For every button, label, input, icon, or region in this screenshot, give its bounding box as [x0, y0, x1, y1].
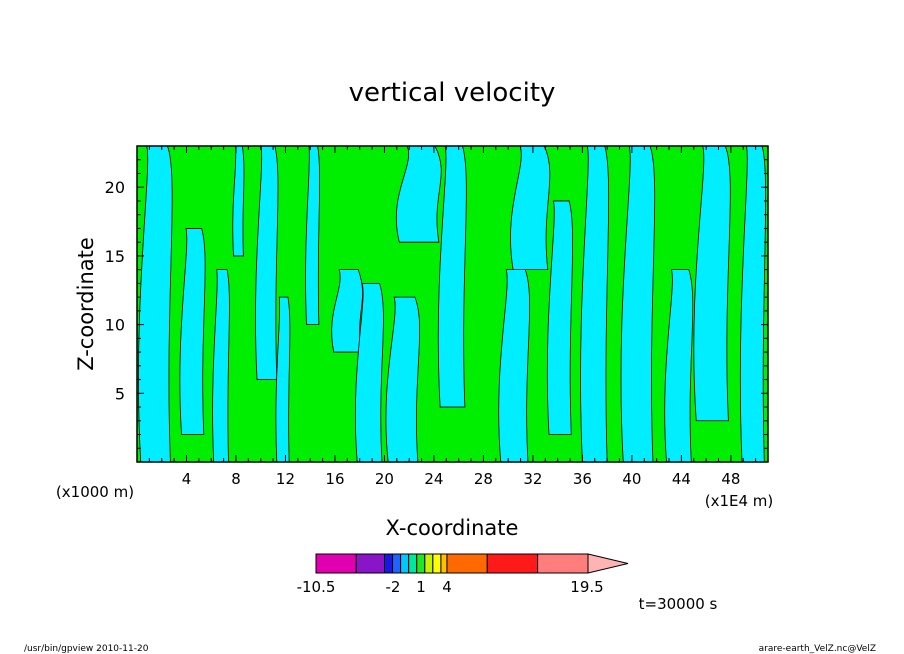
y-tick-label: 5	[115, 384, 125, 403]
colorbar-segment	[432, 553, 442, 574]
downdraft-region	[179, 228, 206, 435]
downdraft-region	[385, 296, 421, 462]
y-axis-label: Z-coordinate	[74, 237, 98, 371]
colorbar-arrow	[587, 553, 629, 574]
colorbar-tick-label: 1	[416, 578, 426, 596]
x-tick-label: 36	[573, 470, 592, 488]
colorbar-segment	[537, 553, 589, 574]
colorbar-segment	[392, 553, 402, 574]
x-axis: 4 8 12 16 20 24 28 32 36 40 44 48	[148, 146, 757, 488]
downdraft-region	[395, 146, 442, 243]
colorbar: -10.5 -2 1 4 19.5	[297, 553, 629, 596]
x-tick-label: 44	[672, 470, 691, 488]
x-tick-label: 48	[721, 470, 740, 488]
downdraft-region	[275, 296, 291, 462]
colorbar-segment	[416, 553, 426, 574]
y-unit-label: (x1000 m)	[56, 483, 134, 501]
x-tick-label: 40	[622, 470, 641, 488]
x-tick-label: 4	[182, 470, 192, 488]
colorbar-tick-label: 4	[442, 578, 452, 596]
x-axis-label: X-coordinate	[386, 516, 519, 540]
downdraft-region	[355, 282, 384, 462]
colorbar-tick-label: -2	[386, 578, 401, 596]
plot-frame	[136, 145, 769, 463]
downdraft-region	[437, 146, 467, 408]
colorbar-segment	[400, 553, 410, 574]
y-tick-label: 15	[105, 247, 125, 266]
x-tick-label: 16	[325, 470, 344, 488]
downdraft-region	[510, 146, 551, 271]
y-tick-label: 10	[105, 316, 125, 335]
x-tick-label: 20	[375, 470, 394, 488]
downdraft-region	[331, 269, 363, 353]
colorbar-segment	[486, 553, 539, 574]
colorbar-segment	[315, 553, 357, 574]
y-axis: 5 10 15 20	[105, 159, 768, 449]
colorbar-tick-label: 19.5	[570, 578, 603, 596]
footer-left: /usr/bin/gpview 2010-11-20	[24, 644, 149, 654]
downdraft-region	[232, 146, 245, 257]
downdraft-region	[546, 200, 574, 435]
footer-right: arare-earth_VelZ.nc@VelZ	[759, 644, 876, 654]
chart-title: vertical velocity	[349, 78, 556, 108]
downdraft-region	[305, 146, 321, 326]
colorbar-segment	[408, 553, 418, 574]
x-tick-label: 32	[523, 470, 542, 488]
x-tick-label: 8	[231, 470, 241, 488]
downdraft-region	[212, 269, 230, 462]
x-unit-label: (x1E4 m)	[705, 492, 774, 510]
time-label: t=30000 s	[639, 595, 718, 613]
downdraft-region	[693, 146, 731, 422]
colorbar-segment	[384, 553, 394, 574]
colorbar-segment	[424, 553, 434, 574]
downdraft-region	[580, 146, 610, 462]
downdraft-region	[138, 146, 173, 462]
downdraft-region	[255, 146, 279, 380]
x-tick-label: 24	[424, 470, 443, 488]
x-tick-label: 28	[474, 470, 493, 488]
colorbar-segment	[355, 553, 386, 574]
colorbar-segment	[446, 553, 488, 574]
colorbar-tick-label: -10.5	[297, 578, 336, 596]
y-tick-label: 20	[105, 178, 125, 197]
colorbar-segment	[440, 553, 448, 574]
downdraft-region	[664, 269, 694, 462]
downdraft-region	[739, 146, 767, 462]
downdraft-region	[620, 146, 656, 462]
x-tick-label: 12	[276, 470, 295, 488]
velocity-field	[137, 146, 768, 462]
